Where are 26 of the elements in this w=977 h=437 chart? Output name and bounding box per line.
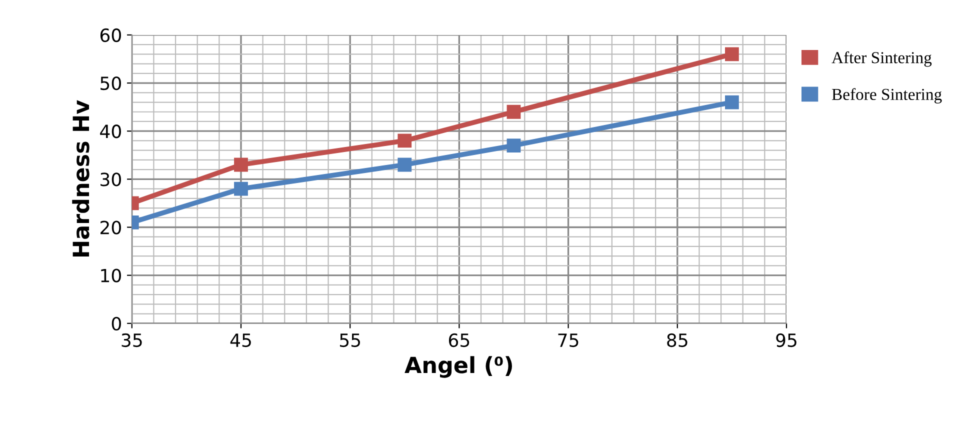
x-axis-title: Angel (⁰) bbox=[404, 356, 512, 378]
x-tick-label: 95 bbox=[776, 333, 796, 348]
x-tick-label: 75 bbox=[558, 334, 578, 348]
y-tick-label: 60 bbox=[100, 28, 121, 42]
point bbox=[724, 95, 739, 110]
x-tick-label: 55 bbox=[340, 334, 360, 348]
y-tick-label: 20 bbox=[100, 220, 121, 234]
y-tick-label: 40 bbox=[100, 124, 121, 138]
point bbox=[398, 158, 412, 172]
y-tick-label: 30 bbox=[100, 172, 121, 186]
point bbox=[398, 134, 412, 148]
y-tick-label: 10 bbox=[101, 268, 121, 282]
point bbox=[234, 182, 248, 196]
point bbox=[234, 158, 248, 172]
x-tick-label: 35 bbox=[122, 333, 142, 348]
x-tick-label: 65 bbox=[448, 333, 470, 348]
point bbox=[506, 138, 521, 152]
y-axis-title: Hardness Hv bbox=[72, 100, 90, 256]
legend-label: After Sintering bbox=[832, 51, 932, 67]
legend-label: Before Sintering bbox=[832, 88, 942, 104]
point bbox=[724, 47, 739, 62]
x-tick-label: 45 bbox=[230, 334, 251, 348]
y-tick-label: 50 bbox=[100, 76, 121, 90]
x-tick-label: 85 bbox=[667, 333, 688, 348]
point bbox=[506, 104, 521, 119]
y-tick-label: 0 bbox=[112, 316, 121, 330]
